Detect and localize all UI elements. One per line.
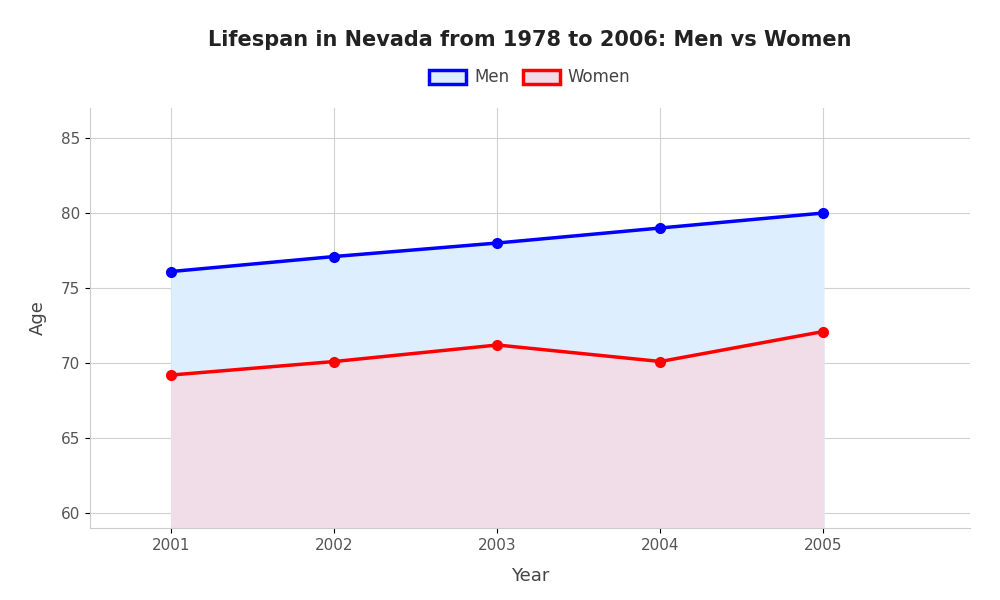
Legend: Men, Women: Men, Women: [423, 62, 637, 93]
Title: Lifespan in Nevada from 1978 to 2006: Men vs Women: Lifespan in Nevada from 1978 to 2006: Me…: [208, 29, 852, 49]
Y-axis label: Age: Age: [29, 301, 47, 335]
X-axis label: Year: Year: [511, 566, 549, 584]
